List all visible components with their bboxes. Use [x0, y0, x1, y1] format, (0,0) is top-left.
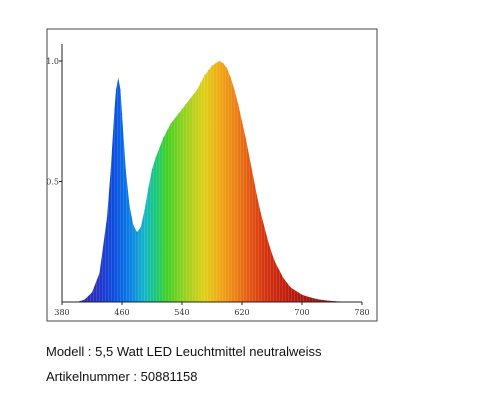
spectrum-point	[237, 103, 239, 105]
spectrum-point	[278, 270, 281, 272]
spectrum-point	[271, 253, 273, 255]
spectrum-point	[106, 217, 108, 219]
tick-layer: 380 460 540 620 700 780 0.5 1.0	[46, 57, 369, 317]
spectrum-point	[83, 298, 86, 301]
spectrum-chart: 380 460 540 620 700 780 0.5 1.0	[46, 28, 378, 322]
spectrum-point	[91, 291, 93, 293]
x-tick-label: 620	[234, 308, 249, 317]
caption-article-number: Artikelnummer : 50881158	[46, 369, 198, 384]
spectrum-point	[248, 156, 251, 158]
spectrum-point	[230, 77, 232, 79]
spectrum-point	[151, 168, 153, 171]
spectrum-point	[282, 277, 284, 279]
spectrum-point	[267, 241, 269, 243]
spectrum-point	[226, 67, 228, 69]
spectrum-point	[241, 120, 243, 122]
spectrum-point	[119, 89, 122, 91]
spectrum-point	[301, 294, 303, 296]
spectrum-point	[305, 295, 307, 297]
spectrum-point	[293, 289, 296, 291]
spectrum-point	[308, 296, 311, 298]
spectrum-point	[155, 156, 157, 158]
spectrum-point	[233, 89, 236, 91]
spectrum-point	[203, 74, 206, 77]
spectrum-point	[188, 98, 191, 101]
spectrum-point	[200, 82, 202, 84]
x-tick-label: 540	[174, 308, 189, 317]
spectrum-point	[222, 62, 224, 65]
spectrum-point	[192, 94, 194, 96]
spectrum-point	[256, 195, 258, 197]
spectrum-point	[98, 272, 101, 274]
spectrum-point	[286, 282, 288, 284]
x-tick-label: 700	[294, 308, 309, 317]
spectrum-point	[290, 286, 292, 289]
spectrum-point	[140, 226, 142, 228]
x-tick-label: 780	[354, 308, 369, 317]
spectrum-point	[316, 298, 318, 300]
y-tick-label: 0.5	[46, 178, 59, 187]
y-tick-label: 1.0	[46, 57, 59, 66]
spectrum-point	[117, 77, 119, 79]
spectrum-point	[166, 130, 168, 132]
spectrum-point	[121, 113, 123, 115]
spectrum-point	[115, 89, 117, 91]
spectrum-point	[177, 113, 179, 115]
spectrum-point	[128, 205, 131, 207]
spectrum-point	[170, 123, 172, 125]
spectrum-point	[252, 176, 254, 178]
spectrum-point	[260, 212, 262, 214]
axis-layer	[61, 44, 362, 303]
spectrum-point	[323, 299, 326, 301]
spectrum-point	[218, 60, 221, 62]
spectrum-point	[207, 70, 209, 72]
spectrum-point	[125, 168, 127, 171]
spectrum-point	[211, 65, 213, 67]
spectrum-point	[113, 108, 116, 110]
spectrum-point	[215, 62, 217, 65]
spectrum-area	[77, 61, 355, 302]
spectrum-point	[132, 224, 134, 226]
spectrum-point	[110, 168, 112, 171]
spectrum-point	[331, 300, 333, 302]
spectrum-point	[263, 226, 266, 228]
caption-model: Modell : 5,5 Watt LED Leuchtmittel neutr…	[46, 344, 322, 359]
spectrum-point	[143, 209, 146, 212]
x-tick-label: 380	[54, 308, 69, 317]
spectrum-point	[275, 262, 277, 265]
spectrum-point	[245, 137, 247, 139]
spectrum-hatch-layer	[63, 44, 361, 302]
spectrum-area-layer	[76, 60, 356, 302]
spectrum-point	[147, 188, 149, 190]
x-tick-label: 460	[114, 308, 129, 317]
spectrum-point	[162, 137, 164, 139]
spectrum-point	[297, 291, 299, 293]
spectrum-point	[158, 147, 161, 149]
spectrum-point	[181, 108, 183, 110]
spectrum-point	[173, 118, 176, 120]
spectrum-point	[196, 89, 198, 91]
spectrum-point	[136, 231, 138, 233]
spectrum-point	[185, 103, 187, 105]
